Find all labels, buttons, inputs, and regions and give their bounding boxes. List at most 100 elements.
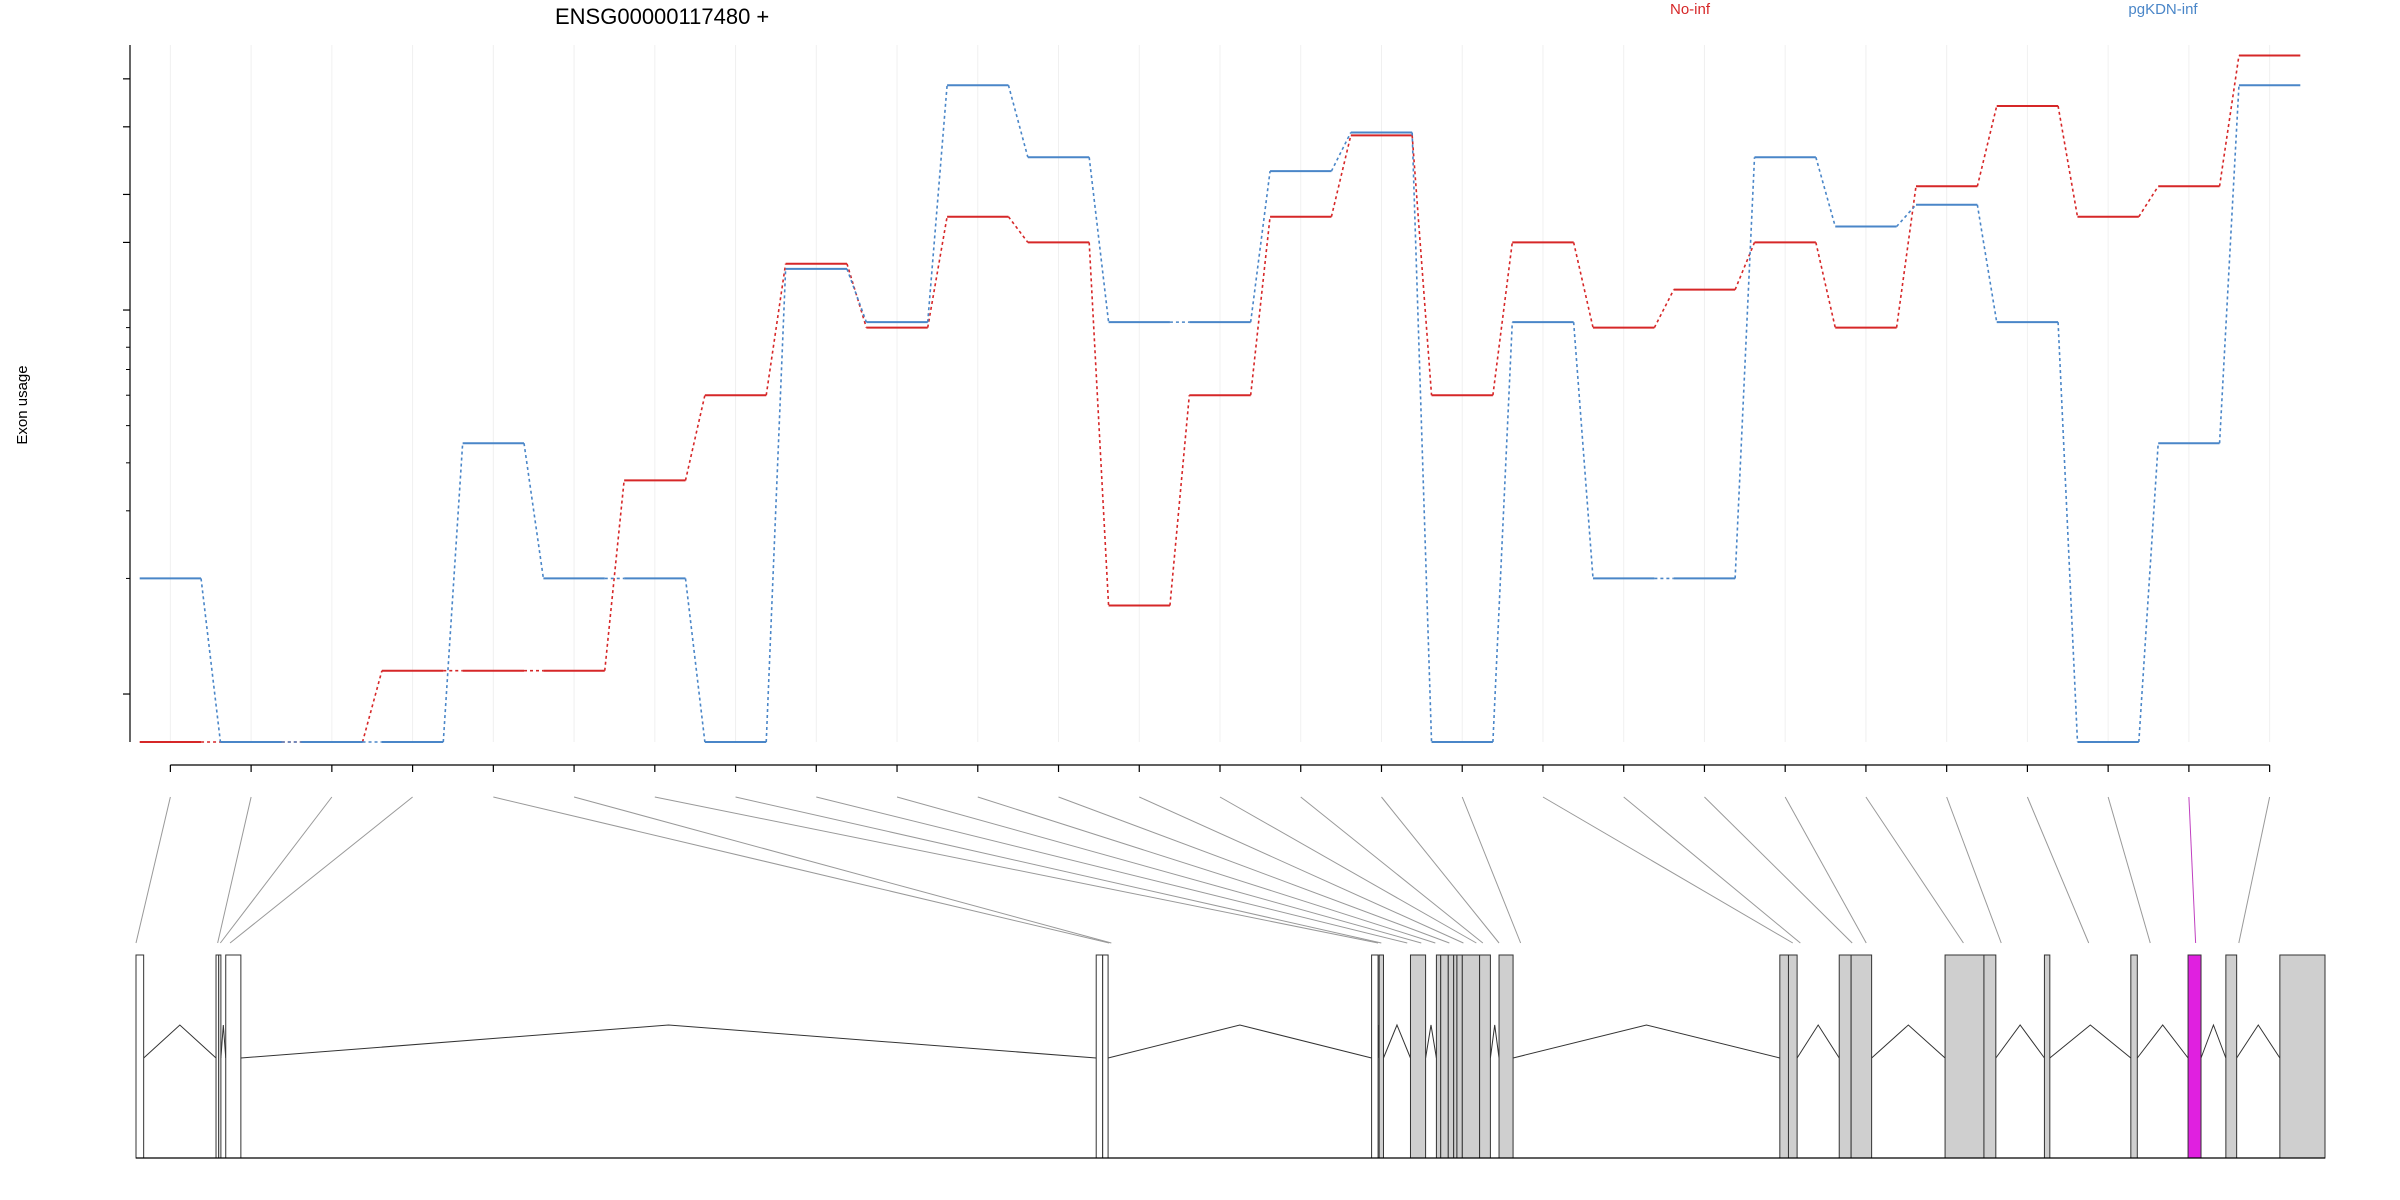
transition-line xyxy=(1007,85,1029,158)
exon-box-e011 xyxy=(1440,954,1449,1159)
connector-e008 xyxy=(735,796,1382,944)
transition-line xyxy=(1896,204,1917,228)
transition-line xyxy=(1492,322,1514,743)
connector-e002 xyxy=(217,796,252,944)
intron-line xyxy=(1489,1024,1500,1059)
exon-box-e027 xyxy=(2225,954,2238,1159)
exon-box-e021 xyxy=(1850,954,1873,1159)
transition-line xyxy=(2218,55,2240,187)
connector-e003 xyxy=(219,796,333,944)
connector-e009 xyxy=(816,796,1408,944)
exon-box-e016 xyxy=(1479,954,1491,1159)
transition-line xyxy=(603,480,625,671)
exon-box-e005 xyxy=(1095,954,1104,1159)
connector-e018 xyxy=(1542,796,1794,944)
transition-line xyxy=(1734,157,1756,579)
exon-box-e008 xyxy=(1378,954,1384,1159)
connector-e026 xyxy=(2188,796,2197,944)
connector-e017 xyxy=(1461,796,1522,944)
exon-box-e014 xyxy=(1456,954,1463,1159)
transition-line xyxy=(1088,157,1110,323)
transition-line xyxy=(1411,135,1433,396)
transition-line xyxy=(1492,242,1514,396)
transition-line xyxy=(684,578,706,743)
transition-line xyxy=(2138,443,2160,743)
intron-line xyxy=(2236,1024,2281,1059)
intron-line xyxy=(2049,1024,2132,1059)
intron-line xyxy=(1107,1024,1372,1059)
transition-line xyxy=(2218,85,2240,444)
connector-e027 xyxy=(2238,796,2271,944)
connector-e014 xyxy=(1219,796,1477,944)
intron-line xyxy=(1383,1023,1411,1059)
exon-box-e022 xyxy=(1944,954,1985,1159)
connector-e001 xyxy=(135,796,171,944)
intron-line xyxy=(2200,1023,2227,1059)
connector-e022 xyxy=(1865,796,1964,944)
transition-line xyxy=(2057,322,2079,743)
transition-line xyxy=(2138,185,2159,218)
transition-line xyxy=(1572,322,1594,579)
transition-line xyxy=(1330,132,1352,172)
intron-line xyxy=(220,1024,227,1059)
chart-title: ENSG00000117480 + xyxy=(555,4,769,29)
exon-box-e001 xyxy=(135,954,145,1159)
transition-line xyxy=(1411,132,1433,743)
connector-e021 xyxy=(1784,796,1867,944)
intron-line xyxy=(1425,1024,1437,1059)
transition-line xyxy=(765,268,787,743)
transition-line xyxy=(442,443,464,743)
intron-line xyxy=(2136,1024,2189,1059)
intron-line xyxy=(143,1024,217,1059)
exon-box-e017 xyxy=(1498,954,1514,1159)
connector-e010 xyxy=(896,796,1422,944)
transition-line xyxy=(846,263,868,328)
exon-box-e020 xyxy=(1838,954,1852,1159)
axes xyxy=(123,45,2271,772)
connector-e016 xyxy=(1381,796,1500,944)
connector-e011 xyxy=(977,796,1436,944)
intron-line xyxy=(1796,1024,1840,1059)
connector-e025 xyxy=(2107,796,2151,944)
exon-box-e019 xyxy=(1787,954,1798,1159)
intron-line xyxy=(1995,1024,2045,1059)
transition-line xyxy=(1330,135,1352,217)
exon-box-e007 xyxy=(1371,954,1379,1159)
exon-box-e028 xyxy=(2279,954,2326,1159)
transition-line xyxy=(765,263,787,396)
connector-e019 xyxy=(1623,796,1801,944)
connector-e015 xyxy=(1300,796,1484,944)
legend-entry-no-inf: No-inf xyxy=(1670,1,1711,18)
connector-e023 xyxy=(1946,796,2002,944)
transition-line xyxy=(1976,105,1998,187)
transition-line xyxy=(1653,289,1675,328)
exon-box-e024 xyxy=(2043,954,2051,1159)
transition-line xyxy=(1088,242,1110,606)
transition-line xyxy=(523,443,545,579)
connector-e012 xyxy=(1058,796,1450,944)
transition-line xyxy=(1249,171,1271,323)
intron-line xyxy=(1512,1024,1780,1059)
transition-line xyxy=(846,268,868,323)
exon-connectors xyxy=(135,796,2271,944)
connector-e024 xyxy=(2026,796,2090,944)
transition-line xyxy=(684,395,706,481)
connector-e006 xyxy=(573,796,1112,944)
exon-box-e025 xyxy=(2130,954,2138,1159)
transition-line xyxy=(1734,242,1756,290)
exon-box-e018 xyxy=(1779,954,1789,1159)
exon-box-e010 xyxy=(1435,954,1442,1159)
connector-e013 xyxy=(1139,796,1464,944)
exon-box-e004 xyxy=(225,954,242,1159)
exon-box-e026 xyxy=(2187,954,2202,1159)
connector-e007 xyxy=(654,796,1379,944)
transition-line xyxy=(1976,204,1998,323)
grid-lines xyxy=(169,45,2271,742)
transition-line xyxy=(1007,216,1029,243)
connector-e005 xyxy=(493,796,1110,944)
connector-e004 xyxy=(229,796,413,944)
gene-model xyxy=(135,954,2326,1159)
exon-box-e009 xyxy=(1409,954,1427,1159)
series-no-inf xyxy=(139,54,2301,743)
